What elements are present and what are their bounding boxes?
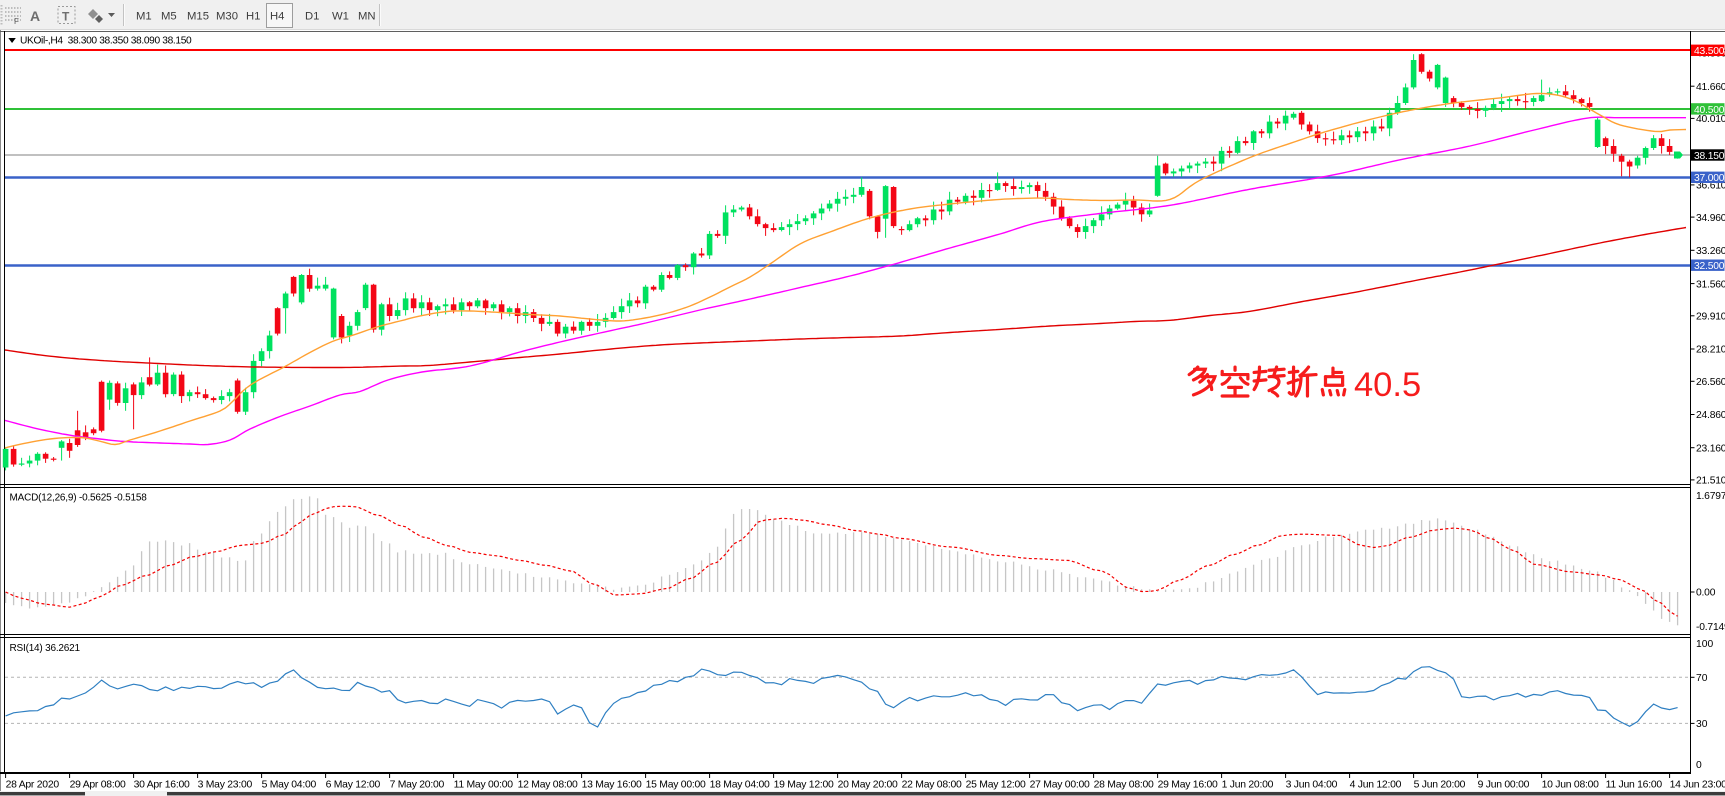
svg-text:UKOil-,H4 38.300 38.350 38.09: UKOil-,H4 38.300 38.350 38.090 38.150	[20, 36, 192, 47]
svg-text:30: 30	[1696, 719, 1708, 730]
svg-text:13 May 16:00: 13 May 16:00	[582, 780, 642, 791]
svg-text:M15: M15	[187, 11, 209, 23]
svg-text:3 Jun 04:00: 3 Jun 04:00	[1286, 780, 1338, 791]
svg-text:4 Jun 12:00: 4 Jun 12:00	[1350, 780, 1402, 791]
svg-text:11 Jun 16:00: 11 Jun 16:00	[1606, 780, 1663, 791]
svg-text:100: 100	[1696, 639, 1713, 650]
svg-text:M5: M5	[161, 11, 177, 23]
svg-text:26.560: 26.560	[1696, 377, 1725, 388]
svg-text:-0.7149: -0.7149	[1696, 622, 1725, 633]
svg-text:34.960: 34.960	[1696, 213, 1725, 224]
svg-text:33.260: 33.260	[1696, 246, 1725, 257]
svg-text:20 May 20:00: 20 May 20:00	[838, 780, 898, 791]
svg-text:5 May 04:00: 5 May 04:00	[262, 780, 317, 791]
svg-text:7 May 20:00: 7 May 20:00	[390, 780, 445, 791]
svg-text:12 May 08:00: 12 May 08:00	[518, 780, 578, 791]
svg-text:14 Jun 23:00: 14 Jun 23:00	[1670, 780, 1725, 791]
svg-text:32.500: 32.500	[1694, 261, 1725, 272]
svg-text:28.210: 28.210	[1696, 345, 1725, 356]
svg-text:M30: M30	[216, 11, 238, 23]
svg-text:6 May 12:00: 6 May 12:00	[326, 780, 381, 791]
svg-text:9 Jun 00:00: 9 Jun 00:00	[1478, 780, 1530, 791]
svg-text:31.560: 31.560	[1696, 279, 1725, 290]
svg-text:T: T	[62, 10, 70, 24]
svg-text:19 May 12:00: 19 May 12:00	[774, 780, 834, 791]
svg-text:36.610: 36.610	[1696, 181, 1725, 192]
svg-text:27 May 00:00: 27 May 00:00	[1030, 780, 1090, 791]
svg-text:22 May 08:00: 22 May 08:00	[902, 780, 962, 791]
svg-text:11 May 00:00: 11 May 00:00	[454, 780, 514, 791]
svg-text:1.6797: 1.6797	[1696, 491, 1725, 502]
svg-text:MACD(12,26,9) -0.5625 -0.5158: MACD(12,26,9) -0.5625 -0.5158	[10, 493, 148, 504]
svg-text:40.500: 40.500	[1694, 105, 1725, 116]
svg-text:MN: MN	[358, 11, 376, 23]
svg-text:10 Jun 08:00: 10 Jun 08:00	[1542, 780, 1600, 791]
svg-text:40.010: 40.010	[1696, 114, 1725, 125]
svg-text:24.860: 24.860	[1696, 410, 1725, 421]
svg-text:21.510: 21.510	[1696, 476, 1725, 487]
svg-text:29 Apr 08:00: 29 Apr 08:00	[70, 780, 126, 791]
svg-text:41.660: 41.660	[1696, 82, 1725, 93]
svg-text:H1: H1	[246, 11, 260, 23]
svg-text:H4: H4	[270, 11, 284, 23]
svg-text:43.500: 43.500	[1694, 46, 1725, 57]
svg-text:38.150: 38.150	[1694, 151, 1725, 162]
svg-text:RSI(14) 36.2621: RSI(14) 36.2621	[10, 643, 81, 654]
svg-text:28 May 08:00: 28 May 08:00	[1094, 780, 1154, 791]
svg-text:15 May 00:00: 15 May 00:00	[646, 780, 706, 791]
svg-text:A: A	[30, 8, 40, 24]
svg-text:28 Apr 2020: 28 Apr 2020	[6, 780, 60, 791]
svg-text:0: 0	[1696, 760, 1702, 771]
svg-text:23.160: 23.160	[1696, 443, 1725, 454]
svg-text:18 May 04:00: 18 May 04:00	[710, 780, 770, 791]
svg-text:37.000: 37.000	[1694, 173, 1725, 184]
svg-text:D1: D1	[305, 11, 319, 23]
svg-text:0.00: 0.00	[1696, 588, 1716, 599]
svg-text:W1: W1	[332, 11, 349, 23]
svg-text:5 Jun 20:00: 5 Jun 20:00	[1414, 780, 1466, 791]
svg-text:29.910: 29.910	[1696, 312, 1725, 323]
svg-text:1 Jun 20:00: 1 Jun 20:00	[1222, 780, 1274, 791]
svg-text:70: 70	[1696, 673, 1708, 684]
svg-text:30 Apr 16:00: 30 Apr 16:00	[134, 780, 190, 791]
svg-text:3 May 23:00: 3 May 23:00	[198, 780, 253, 791]
svg-text:40.5: 40.5	[1354, 366, 1421, 404]
svg-text:29 May 16:00: 29 May 16:00	[1158, 780, 1218, 791]
svg-text:M1: M1	[136, 11, 152, 23]
svg-text:25 May 12:00: 25 May 12:00	[966, 780, 1026, 791]
svg-text:F: F	[14, 17, 19, 26]
